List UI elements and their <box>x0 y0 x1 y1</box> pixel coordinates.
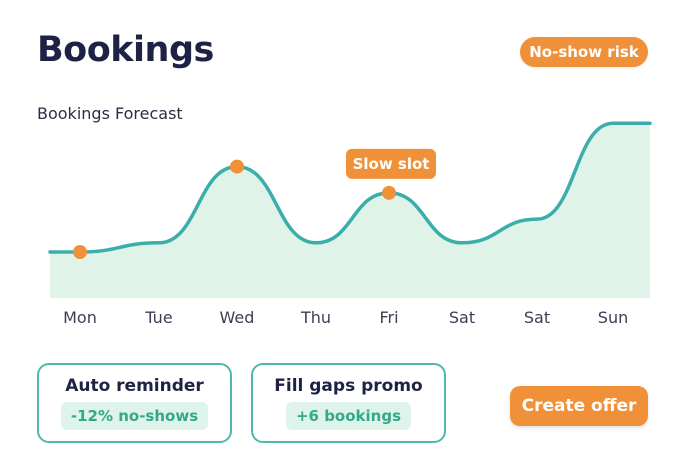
auto-reminder-value: -12% no-shows <box>60 402 209 430</box>
page-title: Bookings <box>37 30 214 70</box>
slow-slot-label: Slow slot <box>353 155 430 173</box>
fill-gaps-promo-card[interactable]: Fill gaps promo +6 bookings <box>251 363 446 443</box>
x-tick-wed: Wed <box>219 308 255 327</box>
x-tick-tue: Tue <box>145 308 173 327</box>
forecast-area <box>50 123 650 298</box>
forecast-line <box>48 121 652 254</box>
x-tick-fri: Fri <box>379 308 399 327</box>
slow-slot-label-bg <box>346 148 436 179</box>
x-tick-sun: Sun <box>597 308 629 327</box>
fill-gaps-promo-value: +6 bookings <box>285 402 412 430</box>
data-point-mon[interactable] <box>73 245 87 259</box>
data-point-fri[interactable] <box>382 185 396 200</box>
auto-reminder-title: Auto reminder <box>65 376 204 396</box>
x-tick-mon: Mon <box>63 308 97 327</box>
no-show-risk-badge[interactable]: No-show risk <box>520 37 648 67</box>
fill-gaps-promo-title: Fill gaps promo <box>274 376 423 396</box>
x-tick-sat: Sat <box>448 308 476 327</box>
create-offer-button[interactable]: Create offer <box>510 386 648 426</box>
auto-reminder-card[interactable]: Auto reminder -12% no-shows <box>37 363 232 443</box>
chart-title: Bookings Forecast <box>37 104 183 123</box>
x-tick-thu: Thu <box>300 308 332 327</box>
data-point-wed[interactable] <box>230 159 244 174</box>
x-tick-sat: Sat <box>523 308 551 327</box>
